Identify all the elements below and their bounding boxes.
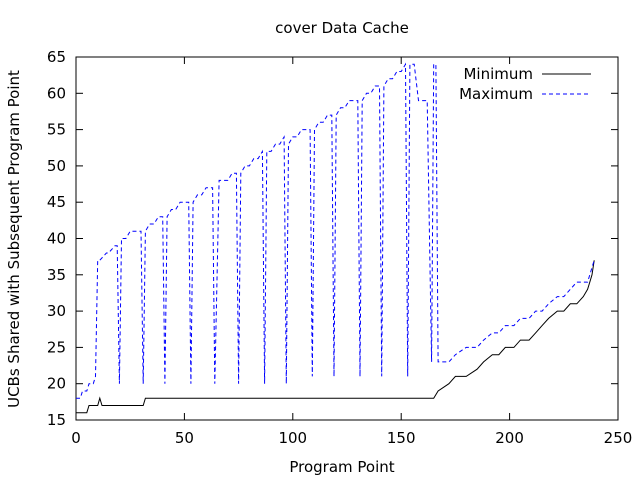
y-tick-label: 15 [47, 411, 66, 429]
x-tick-label: 50 [175, 429, 194, 447]
y-tick-label: 40 [47, 230, 66, 248]
y-tick-label: 45 [47, 193, 66, 211]
series-line-minimum [76, 260, 595, 414]
y-axis-label: UCBs Shared with Subsequent Program Poin… [5, 70, 23, 408]
y-tick-label: 50 [47, 157, 66, 175]
series-line-maximum [76, 62, 595, 399]
chart-title: cover Data Cache [275, 19, 409, 37]
plot-area: 0 50 100 150 200 250 15 20 25 30 35 40 45 50 55 60 65 [47, 48, 632, 447]
legend-label-minimum: Minimum [463, 65, 533, 83]
y-tick-label: 25 [47, 338, 66, 356]
x-tick-label: 200 [495, 429, 524, 447]
y-tick-label: 60 [47, 84, 66, 102]
x-tick-label: 150 [387, 429, 416, 447]
y-tick-label: 65 [47, 48, 66, 66]
x-tick-label: 100 [278, 429, 307, 447]
legend: Minimum Maximum [459, 65, 591, 103]
y-tick-label: 55 [47, 121, 66, 139]
x-axis-label: Program Point [289, 458, 394, 476]
y-tick-label: 20 [47, 375, 66, 393]
y-tick-label: 35 [47, 266, 66, 284]
y-tick-label: 30 [47, 302, 66, 320]
plot-frame [75, 56, 619, 421]
legend-label-maximum: Maximum [459, 85, 533, 103]
x-tick-label: 250 [604, 429, 633, 447]
x-tick-label: 0 [71, 429, 81, 447]
